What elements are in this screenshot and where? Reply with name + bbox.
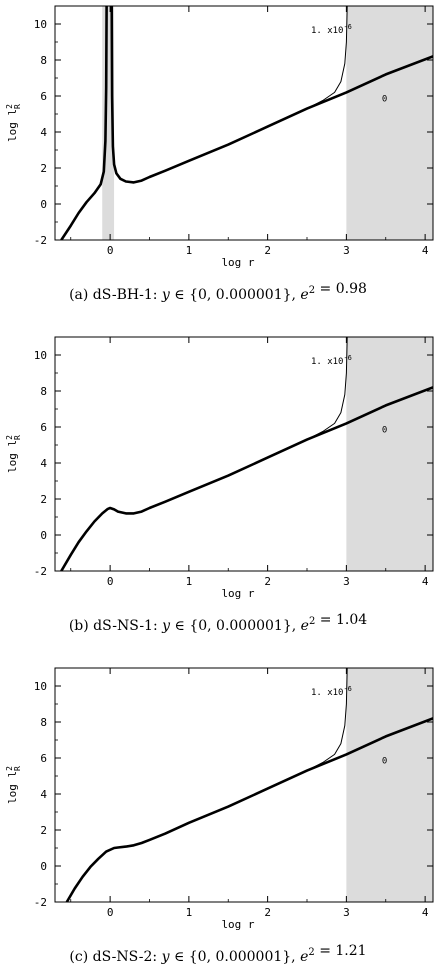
y-tick-label: 10 (34, 18, 47, 31)
y-tick-label: 10 (34, 680, 47, 693)
chart-panel-0: 0 1 2 3 4 -2 0 2 4 6 8 10 log r log l2R 1. x10-6 0 (a) d… (5, 5, 434, 303)
y-tick-label: 2 (40, 162, 47, 175)
y-axis-label: log l2R (5, 766, 22, 804)
figure-caption: (c) dS-NS-2: y ∈ {0, 0.000001}, e2 = 1.2… (69, 943, 366, 965)
y-tick-label: 8 (40, 54, 47, 67)
x-tick-label: 3 (343, 575, 350, 588)
y-tick-label: -2 (34, 234, 47, 247)
y-tick-label: 0 (40, 529, 47, 542)
series-line (110, 6, 433, 184)
x-tick-label: 4 (422, 575, 429, 588)
figure-caption: (b) dS-NS-1: y ∈ {0, 0.000001}, e2 = 1.0… (69, 612, 367, 634)
x-tick-label: 2 (264, 244, 271, 257)
plot-frame (54, 667, 434, 903)
series-annotation: 0 (382, 425, 387, 435)
y-tick-label: 6 (40, 752, 47, 765)
series-annotation: 1. x10-6 (311, 23, 352, 36)
shaded-region (346, 6, 433, 240)
y-tick-label: 8 (40, 385, 47, 398)
series-line (306, 668, 348, 772)
y-tick-label: 2 (40, 493, 47, 506)
x-tick-label: 0 (107, 244, 114, 257)
x-tick-label: 1 (186, 906, 193, 919)
y-axis-label: log l2R (5, 104, 22, 142)
series-line (60, 386, 433, 571)
x-tick-label: 4 (422, 244, 429, 257)
series-line (65, 717, 433, 902)
chart-panel-2: 0 1 2 3 4 -2 0 2 4 6 8 10 log r log l2R 1. x10-6 0 (c) d… (5, 667, 434, 965)
y-tick-label: 4 (40, 457, 47, 470)
y-tick-label: 6 (40, 90, 47, 103)
y-tick-label: 4 (40, 788, 47, 801)
x-tick-label: 0 (107, 575, 114, 588)
x-tick-label: 1 (186, 575, 193, 588)
y-tick-label: -2 (34, 565, 47, 578)
plot-frame (54, 336, 434, 572)
plot-frame (54, 5, 434, 241)
series-line (306, 337, 348, 441)
series-annotation: 1. x10-6 (311, 354, 352, 367)
series-line (306, 6, 348, 110)
x-tick-label: 2 (264, 575, 271, 588)
shaded-region (102, 6, 115, 240)
x-tick-label: 2 (264, 906, 271, 919)
x-tick-label: 3 (343, 244, 350, 257)
chart-panel-1: 0 1 2 3 4 -2 0 2 4 6 8 10 log r log l2R 1. x10-6 0 (b) d… (5, 336, 434, 634)
series-annotation: 1. x10-6 (311, 685, 352, 698)
y-tick-label: 6 (40, 421, 47, 434)
x-tick-label: 1 (186, 244, 193, 257)
x-axis-label: log r (221, 256, 254, 269)
x-axis-label: log r (221, 587, 254, 600)
y-tick-label: 8 (40, 716, 47, 729)
series-annotation: 0 (382, 94, 387, 104)
x-tick-label: 4 (422, 906, 429, 919)
y-tick-label: 0 (40, 198, 47, 211)
y-tick-label: 10 (34, 349, 47, 362)
y-tick-label: 0 (40, 860, 47, 873)
y-tick-label: -2 (34, 896, 47, 909)
shaded-region (346, 668, 433, 902)
figure-caption: (a) dS-BH-1: y ∈ {0, 0.000001}, e2 = 0.9… (69, 281, 367, 303)
shaded-region (346, 337, 433, 571)
series-line (60, 6, 108, 240)
y-tick-label: 2 (40, 824, 47, 837)
y-tick-label: 4 (40, 126, 47, 139)
y-axis-label: log l2R (5, 435, 22, 473)
x-tick-label: 0 (107, 906, 114, 919)
x-tick-label: 3 (343, 906, 350, 919)
series-annotation: 0 (382, 756, 387, 766)
x-axis-label: log r (221, 918, 254, 931)
